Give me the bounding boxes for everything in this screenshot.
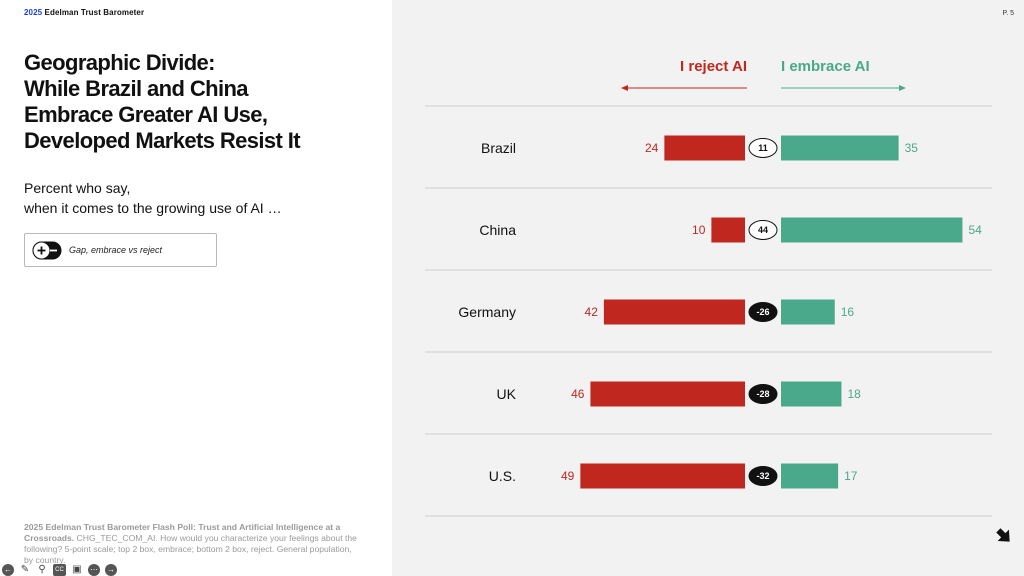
gap-marker xyxy=(748,302,778,322)
bar-embrace xyxy=(781,217,963,243)
brand-logo: 2025 Edelman Trust Barometer xyxy=(24,8,144,17)
left-panel: 2025 Edelman Trust Barometer Geographic … xyxy=(0,0,392,576)
bar-reject xyxy=(590,381,745,407)
source-title: 2025 Edelman Trust Barometer Flash Poll:… xyxy=(24,522,341,543)
bar-reject xyxy=(580,463,745,489)
gap-marker xyxy=(748,466,778,486)
data-label-embrace: 16 xyxy=(841,305,855,319)
page-subtitle: Percent who say, when it comes to the gr… xyxy=(24,180,282,216)
bar-reject xyxy=(711,217,745,243)
page-title: Geographic Divide: While Brazil and Chin… xyxy=(24,50,301,153)
gap-marker xyxy=(748,220,778,240)
legend-embrace-arrow xyxy=(781,85,906,91)
gap-marker xyxy=(748,384,778,404)
diverging-bar-chart: I reject AI I embrace AI Brazil 24 35 11 Chi… xyxy=(425,58,992,517)
data-label-embrace: 35 xyxy=(905,141,919,155)
plus-minus-icon xyxy=(32,241,62,260)
next-slide-arrow-icon[interactable] xyxy=(994,526,1014,546)
legend-reject-arrow xyxy=(621,85,747,91)
data-label-reject: 10 xyxy=(692,223,706,237)
data-label-reject: 46 xyxy=(571,387,585,401)
back-icon[interactable]: ← xyxy=(2,563,14,576)
presentation-toolbar: ← ✎ ⚲ CC ▣ ⋯ → xyxy=(2,563,117,576)
captions-icon[interactable]: CC xyxy=(53,563,66,576)
pen-icon[interactable]: ✎ xyxy=(20,563,30,575)
legend-reject-label: I reject AI xyxy=(680,58,747,75)
source-text: CHG_TEC_COM_AI. How would you characteri… xyxy=(24,533,357,565)
gap-label: -28 xyxy=(756,389,769,399)
gap-legend: Gap, embrace vs reject xyxy=(24,233,217,267)
chart-rows: Brazil 24 35 11 China 10 54 44 Germany 42 16 -26 UK 4… xyxy=(425,105,992,517)
legend-embrace-label: I embrace AI xyxy=(781,58,870,75)
category-label: Germany xyxy=(458,304,516,320)
data-label-reject: 42 xyxy=(585,305,599,319)
data-label-embrace: 17 xyxy=(844,469,858,483)
brand-year: 2025 xyxy=(24,8,43,17)
gap-legend-label: Gap, embrace vs reject xyxy=(69,245,163,255)
category-label: UK xyxy=(497,386,517,402)
brand-name: Edelman Trust Barometer xyxy=(44,8,145,17)
data-label-reject: 49 xyxy=(561,469,575,483)
camera-off-icon[interactable]: ▣ xyxy=(72,563,82,575)
data-label-reject: 24 xyxy=(645,141,659,155)
page-number: P. 5 xyxy=(1002,10,1014,17)
category-label: Brazil xyxy=(481,140,516,156)
category-label: U.S. xyxy=(489,468,516,484)
gap-label: 44 xyxy=(758,225,768,235)
bar-embrace xyxy=(781,299,835,325)
gap-label: -26 xyxy=(756,307,769,317)
gap-marker xyxy=(748,138,778,158)
gap-label: 11 xyxy=(758,143,768,153)
source-note: 2025 Edelman Trust Barometer Flash Poll:… xyxy=(24,522,360,566)
forward-icon[interactable]: → xyxy=(105,563,117,576)
bar-embrace xyxy=(781,135,899,161)
data-label-embrace: 18 xyxy=(847,387,861,401)
bar-embrace xyxy=(781,381,842,407)
category-label: China xyxy=(479,222,516,238)
bar-reject xyxy=(664,135,745,161)
data-label-embrace: 54 xyxy=(968,223,982,237)
bar-embrace xyxy=(781,463,839,489)
zoom-icon[interactable]: ⚲ xyxy=(38,563,46,575)
gap-label: -32 xyxy=(756,471,769,481)
bar-reject xyxy=(603,299,745,325)
more-icon[interactable]: ⋯ xyxy=(88,563,100,576)
